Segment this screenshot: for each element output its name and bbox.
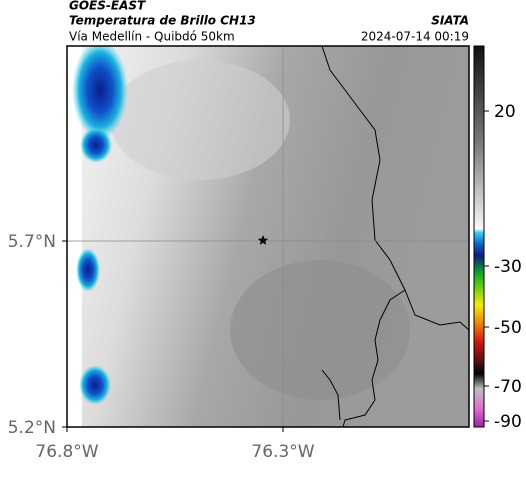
colorbar [473,45,485,428]
lat-label: 5.7°N [8,232,56,252]
map-frame [66,45,470,428]
product-title: Temperatura de Brillo CH13 [69,14,256,28]
satellite-name: GOES-EAST [69,0,146,13]
map-image [67,46,469,427]
colorbar-label: -90 [494,412,522,432]
colorbar-ticks: 20 -30 -50 -70 -90 [484,102,522,432]
colorbar-label: 20 [494,102,516,122]
lon-label: 76.3°W [251,442,314,462]
colorbar-label: -50 [494,318,522,338]
lat-label: 5.2°N [8,418,56,438]
colorbar-label: -30 [494,257,522,277]
location-star [257,235,269,245]
source: SIATA [431,14,469,28]
colorbar-label: -70 [494,377,522,397]
timestamp: 2024-07-14 00:19 [361,30,469,44]
lon-label: 76.8°W [35,442,98,462]
route-subtitle: Vía Medellín - Quibdó 50km [69,30,235,44]
